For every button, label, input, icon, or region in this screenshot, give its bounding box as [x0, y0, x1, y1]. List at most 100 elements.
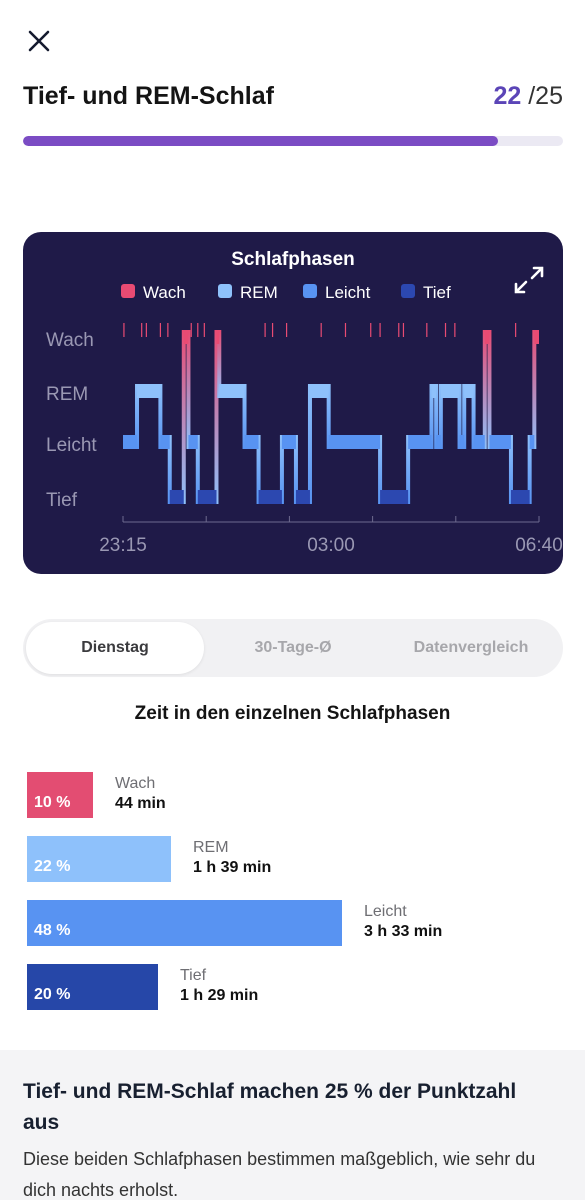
- x-tick-label: 03:00: [307, 535, 355, 556]
- stage-transition: [438, 384, 443, 449]
- stage-band: [534, 330, 539, 344]
- stage-transition: [158, 384, 163, 449]
- phase-name: REM: [193, 839, 229, 856]
- stage-band: [309, 384, 329, 398]
- stage-band: [169, 490, 184, 504]
- stage-transition: [256, 435, 261, 504]
- stage-transition: [434, 384, 439, 449]
- stage-band: [408, 435, 432, 449]
- stage-transition: [195, 435, 200, 504]
- phase-duration: 1 h 29 min: [180, 987, 259, 1004]
- stage-transition: [462, 384, 467, 449]
- sleep-phases-chart: Schlafphasen Wach REM Leicht Tief Wach REM Le…: [23, 232, 563, 574]
- expand-icon: [514, 266, 544, 294]
- stage-transition: [457, 384, 462, 449]
- stage-transition: [406, 435, 411, 504]
- close-button[interactable]: [22, 24, 56, 58]
- legend-label: REM: [240, 283, 278, 302]
- stage-transition: [181, 330, 186, 504]
- legend-swatch: [218, 284, 232, 298]
- stage-band: [510, 490, 530, 504]
- phase-name: Wach: [115, 775, 156, 792]
- stage-transition: [326, 384, 331, 449]
- stage-transition: [429, 384, 434, 449]
- stage-band: [464, 384, 474, 398]
- stage-transition: [186, 330, 191, 449]
- phase-name: Tief: [180, 967, 207, 984]
- stage-band: [473, 435, 485, 449]
- stage-band: [137, 384, 161, 398]
- tab-dienstag[interactable]: Dienstag: [26, 622, 204, 674]
- stage-band: [484, 330, 490, 344]
- phase-bar: 20 %: [27, 964, 158, 1010]
- legend-swatch: [303, 284, 317, 298]
- step-progress-bar: [23, 136, 563, 146]
- x-tick-label: 06:40: [515, 535, 563, 556]
- chart-y-axis: Wach REM Leicht Tief: [46, 330, 97, 511]
- stage-transition: [307, 384, 312, 504]
- stage-band: [529, 435, 535, 449]
- page-title: Tief- und REM-Schlaf: [23, 82, 274, 110]
- stage-band: [258, 490, 282, 504]
- step-progress-fill: [23, 136, 499, 146]
- stage-transition: [214, 330, 219, 504]
- phase-bar: 48 %: [27, 900, 342, 946]
- stage-transition: [217, 330, 222, 398]
- tab-30-tage[interactable]: 30-Tage-Ø: [254, 639, 332, 656]
- phase-percent: 48 %: [34, 922, 71, 939]
- stage-transition: [242, 384, 247, 449]
- stage-band: [197, 490, 217, 504]
- step-counter: 22 /25: [493, 82, 563, 111]
- stage-band: [281, 435, 296, 449]
- y-tick-label: Tief: [46, 490, 78, 511]
- chart-wake-ticks: [123, 323, 517, 337]
- phase-percent: 22 %: [34, 858, 71, 875]
- stage-band: [380, 490, 409, 504]
- stage-transition: [527, 435, 532, 504]
- expand-button[interactable]: [509, 260, 549, 300]
- tab-datenvergleich[interactable]: Datenvergleich: [413, 639, 529, 656]
- stage-band: [295, 490, 310, 504]
- step-total: /25: [528, 82, 563, 110]
- stage-transition: [378, 435, 383, 504]
- stage-band: [489, 435, 511, 449]
- stage-transition: [471, 384, 476, 449]
- y-tick-label: Leicht: [46, 435, 97, 456]
- chart-x-axis: 23:15 03:00 06:40: [99, 516, 563, 556]
- x-tick-label: 23:15: [99, 535, 147, 556]
- info-body: Diese beiden Schlafphasen bestimmen maßg…: [23, 1149, 536, 1200]
- phase-percent: 10 %: [34, 794, 71, 811]
- phase-duration: 3 h 33 min: [364, 923, 443, 940]
- y-tick-label: Wach: [46, 330, 94, 351]
- stage-band: [123, 435, 138, 449]
- stage-transition: [167, 435, 172, 504]
- phase-bar: 22 %: [27, 836, 171, 882]
- phase-bar: 10 %: [27, 772, 93, 818]
- phase-duration: 44 min: [115, 795, 166, 812]
- stage-band: [436, 435, 441, 449]
- section-title: Zeit in den einzelnen Schlafphasen: [134, 703, 451, 724]
- chart-hypnogram: [123, 330, 539, 504]
- legend-label: Leicht: [325, 283, 371, 302]
- stage-band: [216, 330, 220, 344]
- period-tabs: Dienstag 30-Tage-Ø Datenvergleich: [23, 619, 563, 677]
- phase-name: Leicht: [364, 903, 407, 920]
- stage-transition: [482, 330, 487, 449]
- chart-legend: Wach REM Leicht Tief: [121, 283, 451, 302]
- step-current: 22: [493, 82, 522, 110]
- legend-swatch: [401, 284, 415, 298]
- stage-band: [188, 435, 198, 449]
- stage-band: [219, 384, 245, 398]
- stage-transition: [532, 330, 537, 449]
- phase-duration: 1 h 39 min: [193, 859, 272, 876]
- y-tick-label: REM: [46, 384, 88, 405]
- stage-band: [459, 435, 465, 449]
- info-section: Tief- und REM-Schlaf machen 25 % der Pun…: [0, 1050, 585, 1200]
- stage-band: [183, 330, 189, 344]
- stage-transition: [135, 384, 140, 449]
- stage-transition: [487, 330, 492, 449]
- sleep-phases-chart-svg: Schlafphasen Wach REM Leicht Tief Wach REM Le…: [46, 249, 563, 556]
- legend-label: Tief: [423, 283, 451, 302]
- stage-transition: [508, 435, 513, 504]
- legend-label: Wach: [143, 283, 186, 302]
